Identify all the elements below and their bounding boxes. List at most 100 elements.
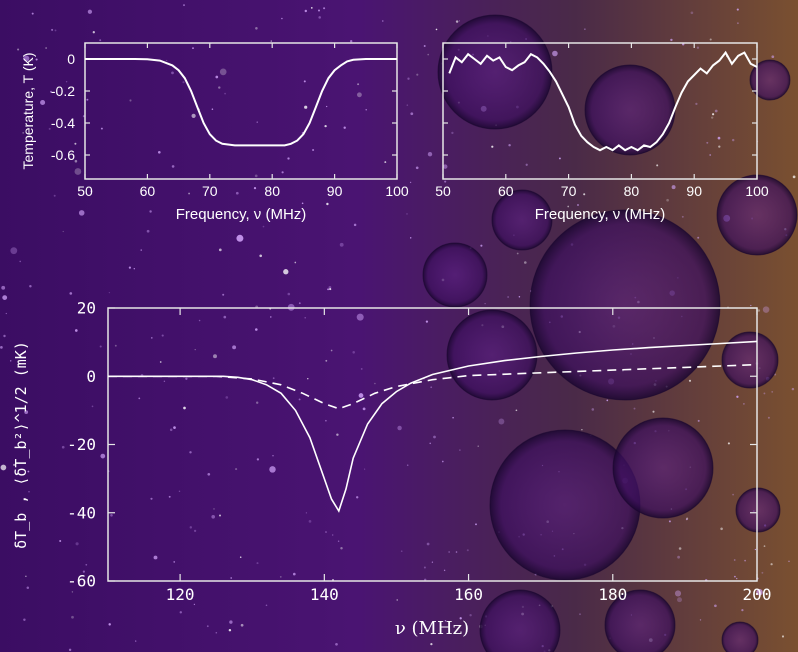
star [256, 458, 260, 461]
star [339, 242, 344, 247]
star [74, 329, 78, 332]
star [736, 8, 739, 11]
star [87, 9, 93, 14]
star [222, 293, 225, 296]
star [294, 261, 297, 264]
star [305, 512, 308, 514]
star [78, 210, 85, 216]
star [74, 142, 77, 145]
star [239, 556, 242, 558]
y-tick-label: 20 [77, 299, 96, 318]
star [173, 561, 176, 563]
star [325, 531, 327, 533]
star [270, 316, 272, 318]
star [584, 28, 586, 30]
star [459, 449, 461, 451]
star [171, 165, 175, 168]
y-tick-label: -20 [67, 435, 96, 454]
star [100, 453, 106, 459]
star [26, 586, 30, 589]
star [317, 9, 321, 12]
star [232, 345, 237, 350]
star [236, 234, 244, 242]
star [733, 559, 736, 561]
star [754, 548, 757, 551]
star [254, 174, 258, 178]
star [19, 260, 22, 263]
star [431, 561, 434, 563]
star [150, 337, 153, 339]
bubble [604, 589, 676, 652]
star [552, 50, 558, 57]
star [328, 286, 332, 289]
x-tick-label: 180 [598, 585, 627, 604]
star [690, 11, 694, 15]
star [182, 81, 185, 84]
star [791, 387, 795, 391]
star [157, 150, 161, 154]
star [48, 127, 51, 130]
star [425, 320, 429, 323]
star [426, 542, 430, 546]
star [108, 291, 111, 294]
star [720, 527, 723, 531]
bubble [479, 589, 561, 652]
star [750, 304, 752, 307]
star [677, 597, 682, 603]
star [159, 361, 162, 363]
star [225, 396, 229, 399]
star [343, 126, 346, 129]
star [406, 213, 408, 215]
x-tick-label: 80 [264, 183, 280, 199]
top-left-series-line [85, 58, 397, 147]
star [193, 529, 197, 533]
star [466, 549, 469, 552]
star [193, 603, 196, 606]
star [697, 236, 700, 239]
star [303, 80, 306, 83]
bottom-x-axis-label: ν (MHz) [395, 618, 469, 639]
star [583, 193, 586, 196]
star [423, 566, 426, 569]
bubble [529, 209, 721, 401]
star [3, 334, 6, 338]
star [656, 164, 659, 167]
star [714, 109, 718, 113]
star [327, 288, 330, 291]
star [718, 145, 721, 148]
star [709, 38, 712, 41]
star [323, 7, 326, 10]
star [727, 442, 730, 445]
x-tick-label: 70 [561, 183, 577, 199]
star [734, 575, 736, 578]
star [163, 380, 166, 383]
star [525, 163, 528, 166]
star [53, 194, 56, 197]
star [736, 577, 738, 580]
star [279, 576, 282, 578]
star [99, 345, 102, 348]
star [685, 518, 688, 521]
star [183, 4, 185, 7]
star [71, 615, 74, 619]
star [0, 464, 7, 471]
star [207, 472, 211, 476]
star [61, 445, 65, 449]
star [75, 542, 79, 546]
star [324, 124, 327, 128]
y-tick-label: -40 [67, 503, 96, 522]
star [397, 425, 402, 431]
star [85, 563, 88, 566]
star [792, 175, 796, 179]
star [28, 490, 30, 493]
star [146, 229, 150, 233]
star [40, 99, 46, 106]
star [224, 92, 226, 95]
star [269, 466, 276, 473]
star [171, 71, 174, 75]
star [448, 551, 450, 553]
star [169, 428, 173, 432]
top-left-y-axis-label: Temperature, T (K) [20, 53, 36, 170]
x-tick-label: 140 [310, 585, 339, 604]
